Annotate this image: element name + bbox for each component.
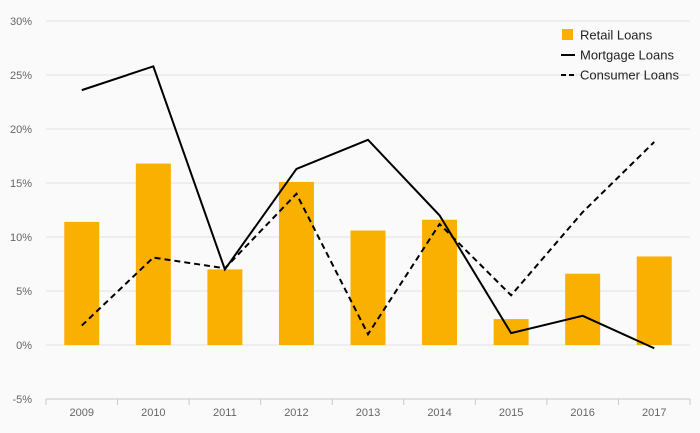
legend-label-consumer-loans: Consumer Loans: [580, 68, 679, 83]
bar-retail-loans: [636, 256, 672, 345]
legend: Retail Loans Mortgage Loans Consumer Loa…: [561, 28, 679, 83]
line-consumer-loans: [81, 141, 655, 337]
loan-lines: [81, 65, 655, 350]
x-tick-label: 2015: [499, 407, 523, 419]
y-tick-label: 30%: [10, 16, 32, 28]
y-tick-label: 20%: [10, 124, 32, 136]
y-tick-label: -5%: [12, 394, 32, 406]
x-tick-label: 2016: [570, 407, 594, 419]
y-tick-label: 5%: [16, 286, 32, 298]
y-tick-label: 25%: [10, 70, 32, 82]
y-tick-label: 15%: [10, 178, 32, 190]
y-tick-label: 10%: [10, 232, 32, 244]
x-tick-label: 2011: [213, 407, 237, 419]
x-tick-label: 2013: [356, 407, 380, 419]
legend-swatch-retail-loans: [562, 29, 573, 40]
bar-retail-loans: [422, 219, 458, 345]
line-mortgage-loans: [81, 65, 655, 350]
x-tick-label: 2014: [427, 407, 451, 419]
axes: -5% 0% 5% 10% 15% 20% 25% 30% 2009 2010 2011 2012 20…: [10, 16, 691, 419]
legend-label-retail-loans: Retail Loans: [580, 28, 653, 43]
bar-retail-loans: [350, 230, 386, 345]
y-tick-label: 0%: [16, 340, 32, 352]
x-tick-label: 2012: [284, 407, 308, 419]
bar-retail-loans: [135, 163, 171, 345]
retail-loans-bars: [64, 163, 672, 345]
bar-retail-loans: [64, 221, 100, 345]
legend-label-mortgage-loans: Mortgage Loans: [580, 48, 674, 63]
x-tick-label: 2009: [70, 407, 94, 419]
x-tick-label: 2017: [642, 407, 666, 419]
bar-retail-loans: [278, 181, 314, 345]
bar-retail-loans: [207, 269, 243, 345]
x-tick-label: 2010: [141, 407, 165, 419]
bar-retail-loans: [565, 273, 601, 345]
